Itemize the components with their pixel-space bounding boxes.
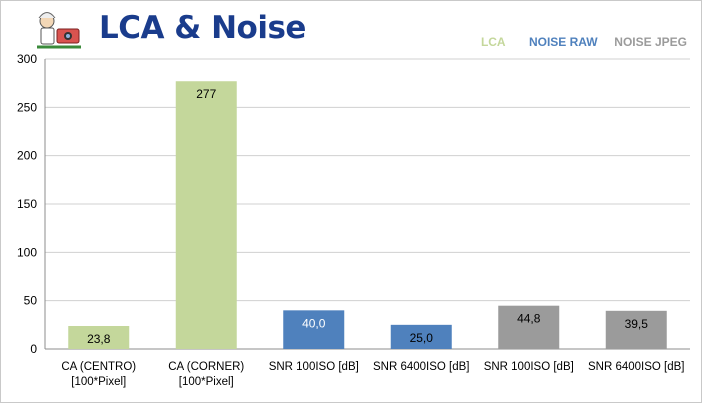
bar xyxy=(498,305,560,349)
data-label: 39,5 xyxy=(625,317,649,331)
logo-icon xyxy=(37,12,81,49)
y-tick-label: 200 xyxy=(17,149,37,163)
data-label: 23,8 xyxy=(87,332,111,346)
x-tick-label: SNR 100ISO [dB] xyxy=(269,361,359,373)
bar xyxy=(390,324,452,349)
x-tick-label: [100*Pixel] xyxy=(179,376,234,388)
x-tick-label: CA (CENTRO) xyxy=(61,361,136,373)
y-tick-label: 300 xyxy=(17,52,37,66)
chart-legend: LCA NOISE RAW NOISE JPEG xyxy=(481,35,687,49)
x-tick-label: SNR 6400ISO [dB] xyxy=(588,361,685,373)
chart-title: LCA & Noise xyxy=(99,10,306,46)
y-tick-label: 150 xyxy=(17,197,37,211)
y-tick-label: 250 xyxy=(17,100,37,114)
x-tick-label: SNR 100ISO [dB] xyxy=(484,361,574,373)
bar xyxy=(68,325,130,349)
legend-item-noise-jpeg: NOISE JPEG xyxy=(614,35,687,49)
data-label: 40,0 xyxy=(302,316,326,330)
y-tick-label: 0 xyxy=(30,342,37,356)
y-tick-label: 100 xyxy=(17,245,37,259)
x-tick-label: CA (CORNER) xyxy=(168,361,244,373)
bar xyxy=(605,310,667,349)
x-tick-label: [100*Pixel] xyxy=(71,376,126,388)
bar xyxy=(175,81,237,349)
data-label: 44,8 xyxy=(517,312,541,326)
bar xyxy=(283,310,345,349)
legend-item-noise-raw: NOISE RAW xyxy=(528,35,598,49)
data-label: 277 xyxy=(196,87,216,101)
data-label: 25,0 xyxy=(410,331,434,345)
legend-item-lca: LCA xyxy=(480,35,506,49)
x-tick-label: SNR 6400ISO [dB] xyxy=(373,361,470,373)
y-tick-label: 50 xyxy=(24,294,38,308)
